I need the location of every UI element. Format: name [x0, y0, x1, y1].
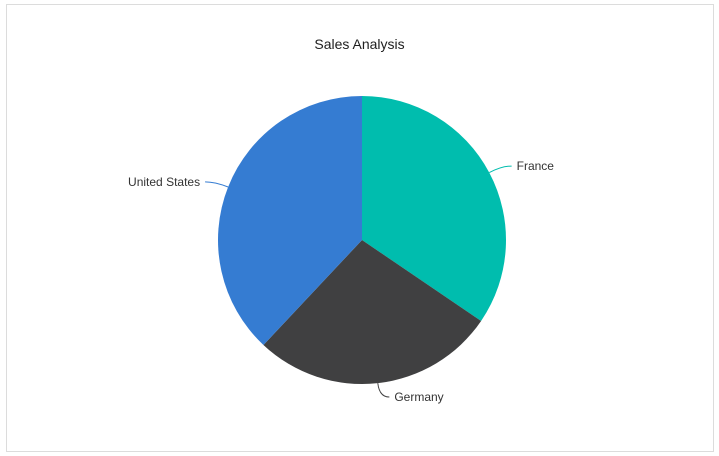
connector-germany: [377, 383, 390, 398]
slice-label-united-states: United States: [128, 175, 200, 189]
slice-label-france: France: [517, 159, 555, 173]
chart-title: Sales Analysis: [314, 36, 405, 52]
connector-france: [489, 165, 512, 174]
slice-labels: France Germany United States: [128, 159, 554, 404]
label-connectors: [205, 165, 512, 398]
slice-label-germany: Germany: [394, 390, 443, 404]
connector-united-states: [205, 181, 229, 188]
pie-slice-united-states[interactable]: [218, 96, 362, 345]
pie-slices: [218, 96, 506, 384]
pie-slice-france[interactable]: [362, 96, 506, 321]
pie-slice-germany[interactable]: [263, 240, 482, 384]
